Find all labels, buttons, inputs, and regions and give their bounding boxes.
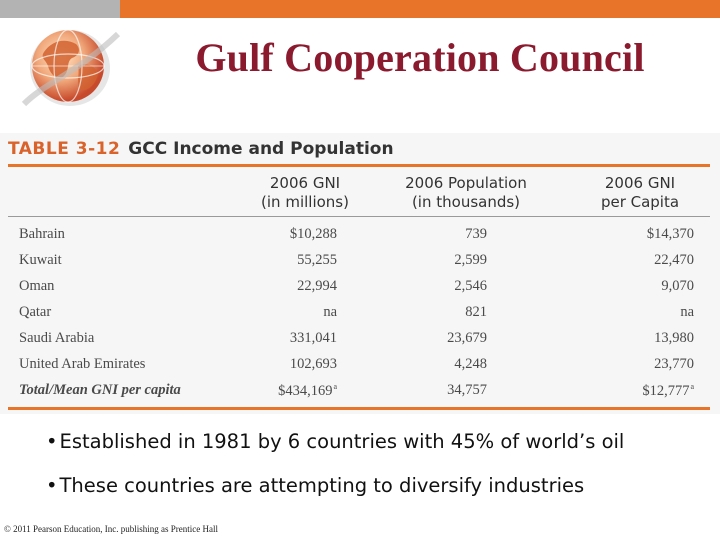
column-header-line: 2006 GNI (269, 174, 341, 192)
slide-title: Gulf Cooperation Council (195, 35, 645, 80)
gni-cell: 55,255 (297, 252, 337, 268)
footnote-marker: a (333, 382, 337, 391)
column-header-line: 2006 Population (405, 174, 527, 192)
table-row: United Arab Emirates 102,693 4,248 23,77… (0, 352, 720, 378)
table-row: Oman 22,994 2,546 9,070 (0, 274, 720, 300)
population-cell: 821 (465, 304, 487, 320)
footnote-marker: a (690, 382, 694, 391)
bullet-glyph: • (46, 474, 58, 497)
column-header-line: (in thousands) (411, 193, 521, 211)
gni-cell: $10,288 (289, 226, 337, 242)
table-number: TABLE 3-12 (8, 139, 121, 159)
gni-cell: 22,994 (297, 278, 337, 294)
per-capita-cell: 13,980 (654, 330, 694, 346)
per-capita-cell: na (680, 304, 694, 320)
country-cell: Saudi Arabia (19, 330, 95, 346)
column-header-line: (in millions) (261, 193, 349, 211)
globe-icon (21, 29, 121, 107)
per-capita-cell: $14,370 (646, 226, 694, 242)
population-cell: 23,679 (447, 330, 487, 346)
column-header-population: 2006 Population (in thousands) (396, 174, 536, 212)
population-cell: 4,248 (454, 356, 487, 372)
column-header-gni: 2006 GNI (in millions) (250, 174, 360, 212)
bullet-item: • Established in 1981 by 6 countries with… (46, 424, 706, 468)
table-row: Kuwait 55,255 2,599 22,470 (0, 248, 720, 274)
per-capita-cell: 9,070 (661, 278, 694, 294)
column-header-line: 2006 GNI (604, 174, 676, 192)
total-gni-cell: $434,169a (278, 382, 337, 400)
column-header-line: per Capita (600, 193, 680, 211)
table-row: Saudi Arabia 331,041 23,679 13,980 (0, 326, 720, 352)
table-row: Bahrain $10,288 739 $14,370 (0, 222, 720, 248)
copyright-footer: © 2011 Pearson Education, Inc. publishin… (4, 524, 218, 534)
country-cell: Qatar (19, 304, 52, 320)
table-total-row: Total/Mean GNI per capita $434,169a 34,7… (0, 378, 720, 404)
bullet-list: • Established in 1981 by 6 countries with… (46, 424, 706, 512)
gni-cell: 331,041 (289, 330, 337, 346)
per-capita-cell: 23,770 (654, 356, 694, 372)
total-label-cell: Total/Mean GNI per capita (19, 382, 181, 398)
total-gni-value: $434,169 (278, 383, 333, 399)
country-cell: United Arab Emirates (19, 356, 146, 372)
total-population-cell: 34,757 (447, 382, 487, 398)
header-bar-orange (120, 0, 720, 18)
bullet-text: Established in 1981 by 6 countries with … (59, 430, 625, 453)
header-divider (8, 216, 710, 217)
per-capita-cell: 22,470 (654, 252, 694, 268)
table-caption: TABLE 3-12 GCC Income and Population (8, 139, 394, 159)
bullet-item: • These countries are attempting to diver… (46, 468, 706, 512)
total-per-capita-value: $12,777 (642, 383, 690, 399)
gni-cell: na (323, 304, 337, 320)
gni-cell: 102,693 (289, 356, 337, 372)
country-cell: Kuwait (19, 252, 62, 268)
country-cell: Oman (19, 278, 55, 294)
table-body: Bahrain $10,288 739 $14,370 Kuwait 55,25… (0, 222, 720, 404)
column-header-per-capita: 2006 GNI per Capita (590, 174, 690, 212)
bullet-glyph: • (46, 430, 58, 453)
table-row: Qatar na 821 na (0, 300, 720, 326)
population-cell: 2,599 (454, 252, 487, 268)
table-name: GCC Income and Population (128, 139, 394, 159)
total-per-capita-cell: $12,777a (642, 382, 694, 400)
bullet-text: These countries are attempting to divers… (59, 474, 585, 497)
table-panel (0, 133, 720, 414)
table-top-rule (8, 164, 710, 167)
table-bottom-rule (8, 407, 710, 410)
header-bar-gray (0, 0, 120, 18)
population-cell: 739 (465, 226, 487, 242)
population-cell: 2,546 (454, 278, 487, 294)
country-cell: Bahrain (19, 226, 65, 242)
